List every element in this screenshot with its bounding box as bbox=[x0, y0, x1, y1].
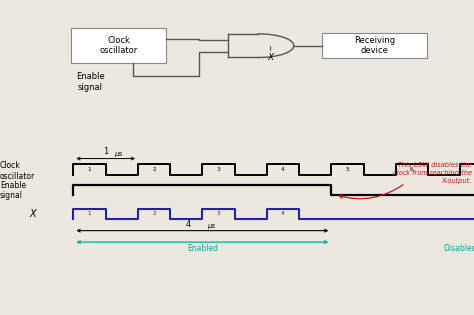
Text: 6: 6 bbox=[410, 167, 414, 172]
Text: Disabled: Disabled bbox=[444, 244, 474, 253]
Text: 1: 1 bbox=[88, 211, 91, 216]
Text: 5: 5 bbox=[346, 167, 349, 172]
Text: X: X bbox=[267, 53, 273, 62]
Text: 2: 2 bbox=[152, 211, 156, 216]
Text: X: X bbox=[30, 209, 36, 219]
Text: 1: 1 bbox=[103, 147, 109, 156]
Text: 1: 1 bbox=[88, 167, 91, 172]
Text: μs: μs bbox=[207, 223, 215, 229]
Text: 4: 4 bbox=[185, 220, 191, 229]
Text: Enabled: Enabled bbox=[187, 244, 218, 253]
Text: 2: 2 bbox=[152, 167, 156, 172]
FancyBboxPatch shape bbox=[322, 33, 427, 58]
Text: Clock
oscillator: Clock oscillator bbox=[100, 36, 137, 55]
Text: 4: 4 bbox=[281, 167, 285, 172]
Text: 3: 3 bbox=[217, 167, 220, 172]
Text: This LOW disables the
clock from reaching the
X-output.: This LOW disables the clock from reachin… bbox=[392, 162, 472, 185]
Text: Clock
oscillator: Clock oscillator bbox=[0, 161, 35, 180]
Text: 3: 3 bbox=[217, 211, 220, 216]
Text: Receiving
device: Receiving device bbox=[354, 36, 395, 55]
Text: Enable
signal: Enable signal bbox=[0, 181, 26, 200]
FancyBboxPatch shape bbox=[71, 28, 166, 63]
Text: μs: μs bbox=[114, 151, 122, 157]
Text: 4: 4 bbox=[281, 211, 285, 216]
Text: Enable
signal: Enable signal bbox=[76, 72, 104, 92]
